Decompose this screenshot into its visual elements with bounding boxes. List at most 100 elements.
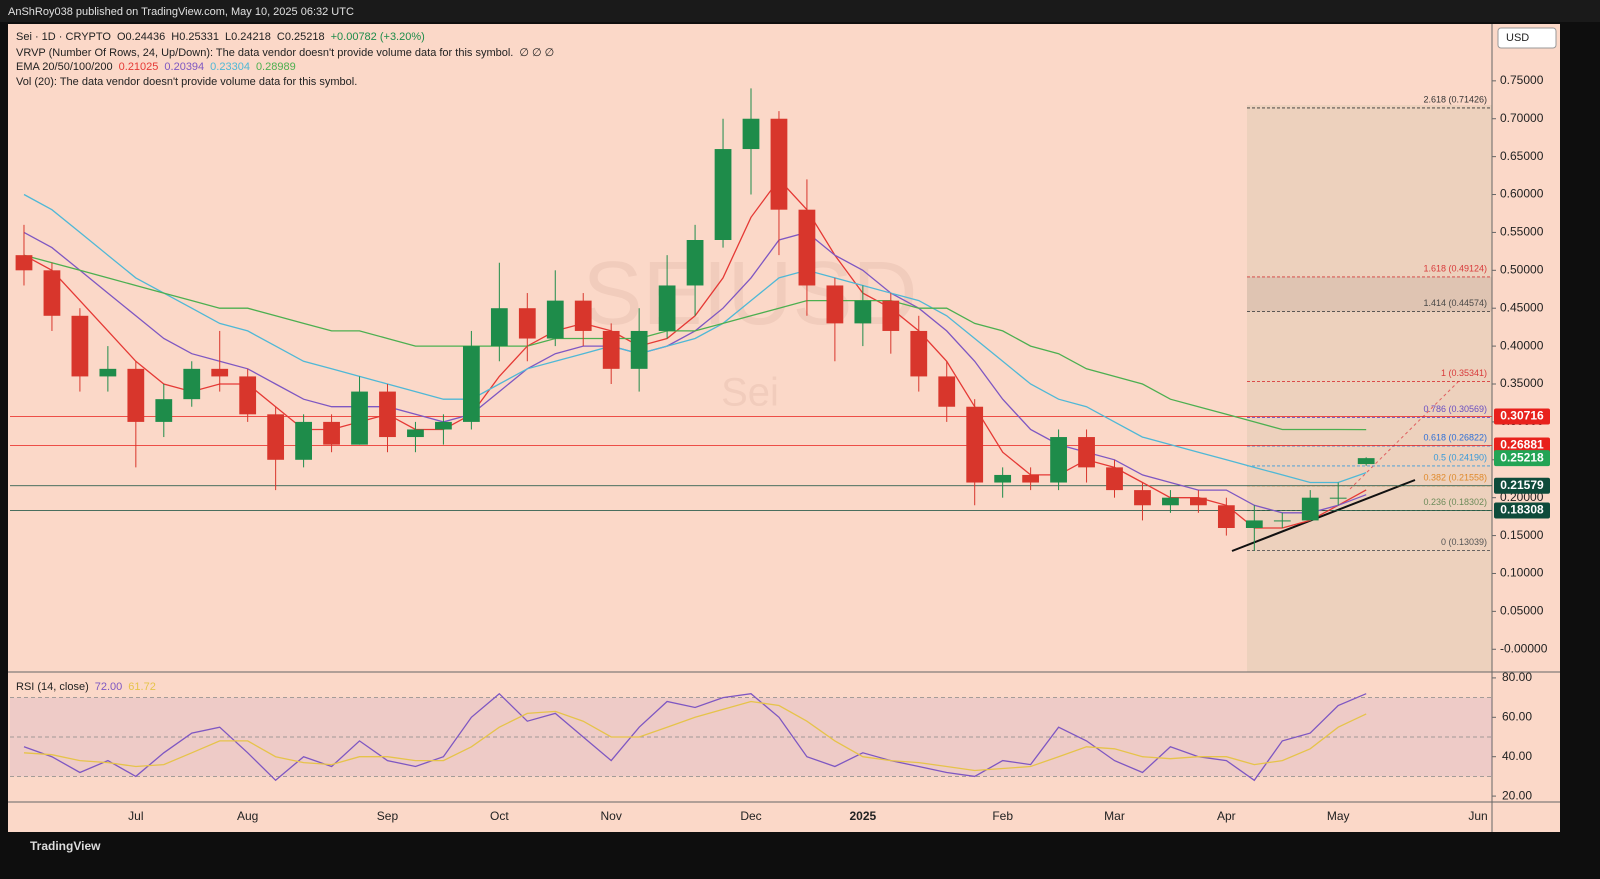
candle-body (267, 414, 285, 460)
y-tick-label: -0.00000 (1500, 641, 1548, 655)
y-tick-label: 0.50000 (1500, 262, 1544, 276)
candle-body (323, 421, 340, 445)
legend-value: 0.21025 (118, 61, 159, 73)
rsi-band (10, 697, 1492, 777)
ohlc: H0.25331 (171, 31, 219, 43)
y-tick-label: 0.70000 (1500, 111, 1544, 125)
price-badge (1494, 437, 1550, 454)
legend-rsi: RSI (14, close) 72.00 61.72 (16, 681, 162, 693)
y-tick-label: 80.00 (1502, 670, 1532, 684)
ohlc: O0.24436 (116, 31, 166, 43)
fib-label: 0.236 (0.18302) (1423, 497, 1487, 507)
legend-value: 0.28989 (255, 61, 296, 73)
fib-box (1247, 105, 1492, 672)
candle-body (966, 406, 984, 483)
price-badge (1494, 450, 1550, 467)
rsi: RSI (14, close) (16, 681, 89, 693)
x-tick-label: Mar (1104, 809, 1125, 823)
candle-body (882, 300, 900, 331)
fib-label: 0.382 (0.21558) (1423, 472, 1487, 482)
footer-logo: TradingView (30, 839, 101, 853)
x-tick-label: Jul (128, 809, 143, 823)
candle-body (155, 399, 173, 422)
legend-symbol: Sei · 1D · CRYPTO O0.24436 H0.25331 L0.2421… (16, 31, 431, 43)
price-badge (1494, 502, 1550, 519)
y-tick-label: 40.00 (1502, 749, 1532, 763)
fib-label: 2.618 (0.71426) (1423, 94, 1487, 104)
line (23, 700, 1367, 772)
watermark-name: Sei (721, 371, 779, 415)
candle-body (1022, 474, 1040, 483)
candle-body (351, 391, 368, 445)
top-bar (0, 0, 1600, 22)
x-tick-label: Feb (992, 809, 1013, 823)
candle-body (1190, 497, 1207, 506)
fib-label: 1.618 (0.49124) (1423, 263, 1487, 273)
price-badge-label: 0.26881 (1500, 438, 1544, 452)
legend-value: 61.72 (128, 681, 156, 693)
candle-body (379, 391, 396, 438)
y-tick-label: 0.40000 (1500, 338, 1544, 352)
candle-body (798, 209, 816, 286)
line (23, 692, 1367, 782)
vrvp: VRVP (Number Of Rows, 24, Up/Down): The … (16, 47, 514, 59)
candle-body (1301, 497, 1319, 521)
candle-body (490, 308, 508, 347)
vol: Vol (20): The data vendor doesn't provid… (16, 76, 358, 88)
line (23, 254, 1367, 431)
ohlc: C0.25218 (276, 31, 325, 43)
candle-body (1217, 505, 1235, 528)
candle-body (938, 376, 956, 407)
candle-body (910, 330, 928, 377)
y-tick-label: 0.15000 (1500, 528, 1544, 542)
y-tick-label: 60.00 (1502, 709, 1532, 723)
legend-value: 72.00 (94, 681, 123, 693)
y-tick-label: 0.10000 (1500, 566, 1544, 580)
currency-box[interactable] (1497, 27, 1557, 49)
fib-label: 0.786 (0.30569) (1423, 404, 1487, 414)
line (23, 193, 1367, 484)
legend-value: 0.20394 (164, 61, 205, 73)
symbol: Sei · 1D · CRYPTO (16, 31, 111, 43)
candle-body (239, 376, 257, 415)
watermark: SEIUSD (582, 244, 917, 344)
candle-body (770, 118, 788, 210)
y-tick-label: 0.75000 (1500, 73, 1544, 87)
candle-body (1050, 437, 1067, 483)
x-tick-label: Aug (237, 809, 258, 823)
candle-body (1245, 520, 1263, 528)
candle-body (630, 330, 648, 369)
x-tick-label: Apr (1217, 809, 1236, 823)
candle-body (127, 368, 145, 422)
price-badge-label: 0.21579 (1500, 478, 1544, 492)
candle-body (1134, 490, 1151, 506)
fib-label: 0 (0.13039) (1441, 537, 1487, 547)
price-badge (1494, 408, 1550, 425)
legend-value: 0.23304 (210, 61, 250, 73)
trendline (1231, 479, 1416, 552)
legend-ema: EMA 20/50/100/200 0.21025 0.20394 0.23304 0.… (16, 61, 302, 73)
candle-body (546, 300, 564, 339)
candle-body (1078, 437, 1095, 468)
candle-body (518, 308, 536, 339)
footer-bar (0, 838, 1600, 879)
x-tick-label: Sep (377, 809, 399, 823)
price-badge-label: 0.30716 (1500, 409, 1544, 423)
y-tick-label: 0.35000 (1500, 376, 1544, 390)
fib-label: 1.414 (0.44574) (1423, 298, 1487, 308)
vrvp-values: ∅ ∅ ∅ (519, 47, 555, 59)
candle-body (854, 300, 872, 324)
legend-vrvp: VRVP (Number Of Rows, 24, Up/Down): The … (16, 46, 560, 59)
ema: EMA 20/50/100/200 (16, 61, 113, 73)
y-tick-label: 0.60000 (1500, 187, 1544, 201)
x-tick-label: Nov (601, 809, 622, 823)
candle-body (462, 346, 480, 422)
candle-body (574, 300, 592, 331)
candle-body (658, 285, 676, 331)
ohlc: +0.00782 (+3.20%) (330, 31, 425, 43)
fib-label: 1 (0.35341) (1441, 368, 1487, 378)
y-tick-label: 0.45000 (1500, 300, 1544, 314)
price-badge-label: 0.18308 (1500, 503, 1544, 517)
